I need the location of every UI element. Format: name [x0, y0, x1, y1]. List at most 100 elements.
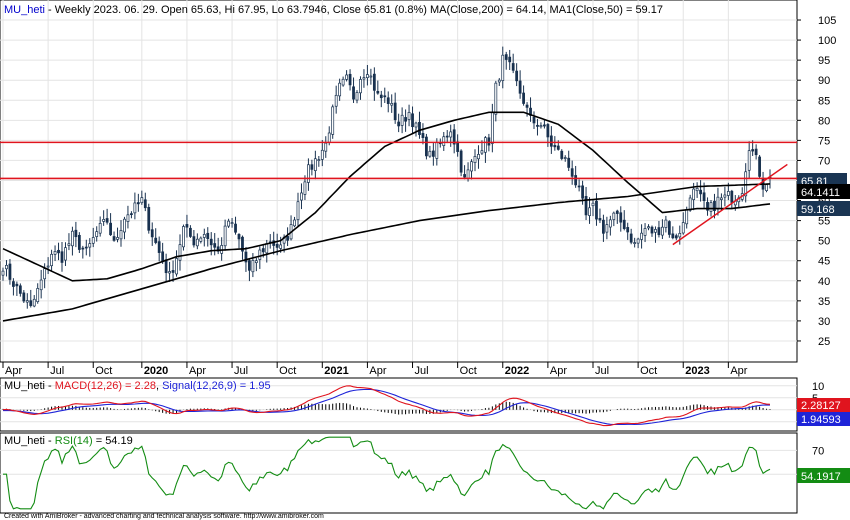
- candle-body: [341, 78, 345, 86]
- rsi-badge: 54.1917: [801, 471, 841, 483]
- candle-body: [636, 238, 640, 244]
- candle-body: [473, 156, 477, 163]
- rsi-ticker: MU_heti: [4, 435, 45, 447]
- candle-body: [532, 116, 536, 124]
- candle-body: [393, 102, 397, 121]
- date-tick-label: Oct: [279, 365, 296, 377]
- candle-body: [300, 192, 303, 201]
- candle-body: [456, 141, 460, 152]
- candle-body: [185, 224, 189, 228]
- candle-body: [511, 63, 515, 71]
- date-tick-label: 2021: [324, 365, 348, 377]
- candle-body: [598, 218, 602, 221]
- candle-body: [654, 229, 657, 233]
- candle-body: [702, 192, 706, 201]
- candle-body: [390, 103, 394, 106]
- candle-body: [147, 206, 151, 231]
- candle-body: [470, 161, 473, 172]
- candle-body: [230, 222, 234, 224]
- candle-body: [685, 209, 689, 225]
- candle-body: [581, 185, 584, 199]
- footer-credit: Created with AmiBroker - advanced charti…: [4, 513, 324, 520]
- candle-body: [536, 124, 539, 127]
- price-tick-label: 80: [818, 115, 830, 127]
- candle-body: [494, 82, 498, 115]
- candle-body: [116, 237, 119, 240]
- candle-body: [622, 219, 626, 229]
- candle-body: [143, 199, 147, 209]
- candle-body: [81, 247, 85, 250]
- rsi-line: [3, 436, 771, 510]
- date-tick-label: Apr: [5, 365, 22, 377]
- candle-body: [372, 73, 376, 91]
- candle-body: [515, 70, 519, 82]
- date-axis: Apr Jul Oct 2020 Apr Jul Oct 2021 Apr Jul Oct 2022 A…: [0, 361, 797, 377]
- candle-body: [720, 197, 723, 200]
- candle-body: [178, 244, 182, 261]
- candle-body: [425, 136, 428, 157]
- candle-body: [88, 243, 92, 248]
- candle-body: [435, 142, 439, 159]
- candle-body: [650, 226, 654, 234]
- candle-body: [605, 224, 609, 233]
- price-ticker: MU_heti: [4, 4, 45, 16]
- date-tick-label: Jul: [595, 365, 609, 377]
- ma50-badge: 59.168: [801, 204, 835, 216]
- candle-body: [331, 106, 335, 135]
- candle-body: [109, 222, 112, 236]
- candle-body: [404, 117, 407, 122]
- candle-body: [414, 122, 418, 128]
- candle-body: [171, 270, 175, 273]
- candle-body: [251, 260, 255, 273]
- candle-body: [362, 77, 366, 80]
- price-tick-label: 95: [818, 55, 830, 67]
- candle-body: [296, 201, 300, 220]
- candle-body: [688, 197, 692, 211]
- candle-body: [254, 260, 258, 264]
- candle-body: [595, 200, 598, 220]
- candle-body: [765, 184, 768, 191]
- candle-body: [466, 169, 470, 179]
- candle-body: [64, 247, 67, 261]
- price-tick-label: 70: [818, 155, 830, 167]
- candle-body: [293, 219, 296, 227]
- candle-body: [227, 220, 230, 227]
- candle-body: [275, 243, 279, 248]
- candle-body: [549, 135, 553, 147]
- candle-body: [209, 238, 213, 246]
- candle-body: [508, 56, 512, 63]
- price-tick-label: 50: [818, 236, 830, 248]
- candle-body: [279, 244, 283, 249]
- candle-body: [421, 133, 425, 138]
- candle-body: [46, 265, 50, 268]
- candle-body: [497, 79, 501, 83]
- candle-body: [126, 214, 130, 222]
- candle-body: [213, 243, 217, 248]
- candle-body: [258, 249, 262, 260]
- candle-body: [67, 243, 71, 246]
- signal-badge: 1.94593: [801, 414, 841, 426]
- candle-body: [366, 74, 369, 79]
- candle-body: [237, 234, 241, 240]
- rsi-badge-bg: [797, 468, 850, 483]
- candle-body: [543, 124, 546, 127]
- candle-body: [567, 157, 571, 168]
- candle-body: [39, 279, 43, 291]
- rsi-panel: 7050 MU_heti - RSI(14) = 54.19 54.1917: [0, 432, 850, 514]
- candle-body: [411, 113, 414, 128]
- price-tick-label: 55: [818, 216, 830, 228]
- candle-body: [112, 236, 116, 241]
- candle-body: [369, 75, 373, 78]
- candle-body: [633, 242, 637, 244]
- candle-body: [22, 292, 26, 302]
- macd-label: MACD(12,26) = 2.28: [55, 380, 156, 392]
- candle-body: [241, 236, 244, 252]
- candle-body: [643, 228, 647, 236]
- date-tick-label: Jul: [415, 365, 429, 377]
- candle-body: [5, 264, 8, 270]
- candle-body: [12, 281, 15, 287]
- candle-body: [334, 94, 338, 107]
- candle-body: [164, 259, 168, 274]
- candle-body: [248, 260, 251, 271]
